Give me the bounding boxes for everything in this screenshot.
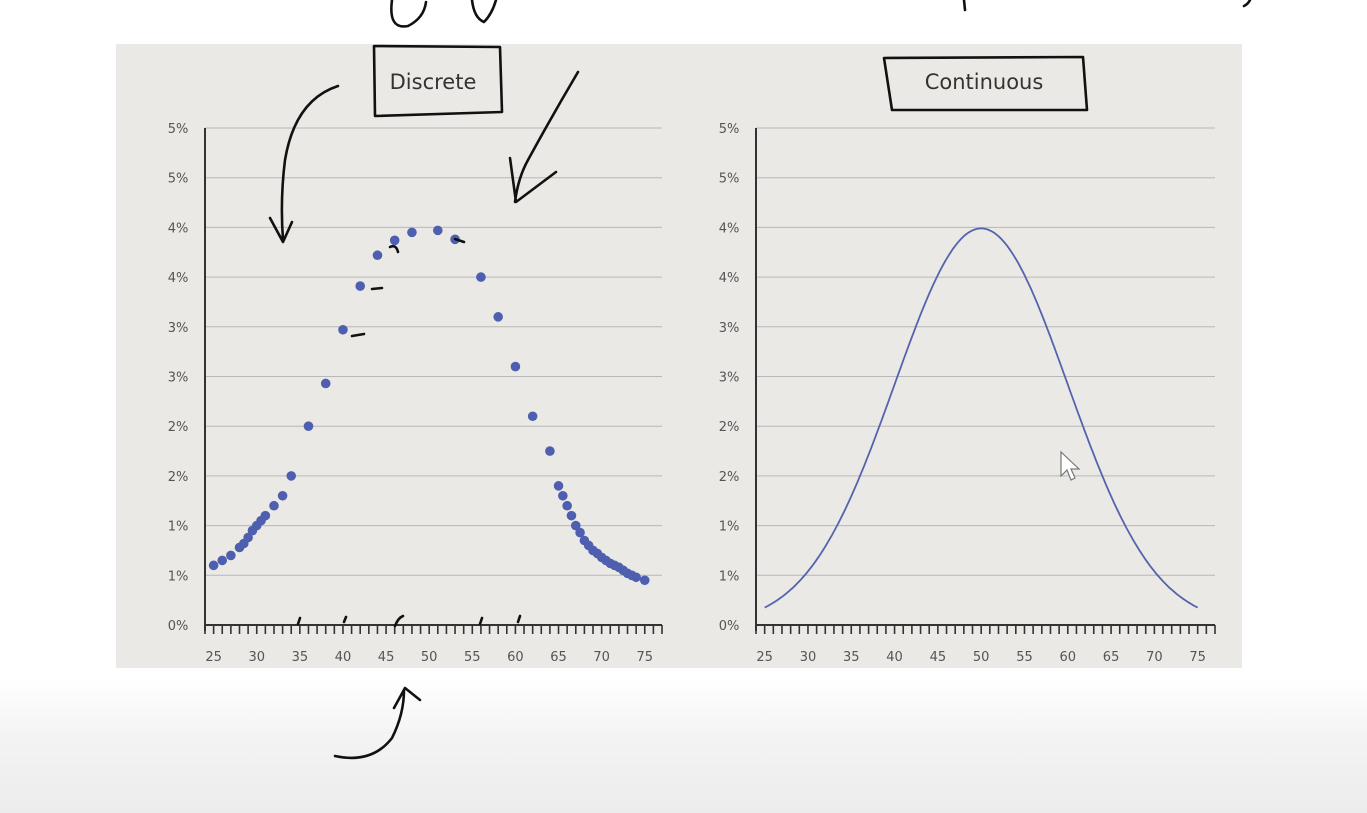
x-tick-label: 40 xyxy=(886,650,903,665)
discrete-title: Discrete xyxy=(390,70,477,94)
y-tick-label: 4% xyxy=(719,221,740,236)
ink-dots-points xyxy=(350,237,466,338)
discrete-title-box: Discrete xyxy=(372,44,504,118)
y-tick-label: 1% xyxy=(168,569,189,584)
x-tick-label: 50 xyxy=(421,650,438,665)
y-tick-label: 5% xyxy=(719,172,740,187)
data-point xyxy=(545,446,555,456)
data-point xyxy=(338,324,348,335)
y-tick-label: 5% xyxy=(168,172,189,187)
data-point xyxy=(433,225,443,236)
data-point xyxy=(208,560,219,571)
x-tick-label: 75 xyxy=(636,650,653,665)
ink-arrow-bottom xyxy=(333,686,422,760)
y-tick-label: 2% xyxy=(168,470,189,485)
data-point xyxy=(372,250,383,261)
y-tick-label: 1% xyxy=(168,520,189,535)
continuous-chart: 0% 1% 1% 2% 2% 3% 3% 4% 4% 5% 5% 25 30 35 40 45 50 55 60 65… xyxy=(719,122,1216,665)
data-point xyxy=(562,500,572,511)
y-tick-label: 3% xyxy=(168,371,189,386)
ink-arrow-top-left xyxy=(390,0,428,28)
x-tick-label: 60 xyxy=(507,650,524,665)
x-tick-label: 65 xyxy=(550,650,567,665)
x-tick-label: 70 xyxy=(1146,650,1163,665)
data-point xyxy=(320,378,331,389)
y-tick-label: 1% xyxy=(719,520,740,535)
x-tick-label: 50 xyxy=(973,650,990,665)
data-point xyxy=(389,235,400,246)
data-point xyxy=(639,575,650,586)
x-tick-label: 45 xyxy=(930,650,947,665)
data-point xyxy=(575,527,585,538)
data-point xyxy=(631,572,641,583)
data-point xyxy=(493,312,503,322)
data-point xyxy=(566,510,577,521)
ink-arrow-right xyxy=(508,70,580,204)
x-tick-label: 75 xyxy=(1189,650,1206,665)
x-tick-label: 35 xyxy=(843,650,860,665)
data-point xyxy=(558,490,568,501)
data-point xyxy=(277,490,288,501)
y-tick-label: 5% xyxy=(719,122,740,137)
x-tick-label: 45 xyxy=(378,650,395,665)
data-point xyxy=(303,421,314,432)
data-point xyxy=(243,532,253,543)
data-point xyxy=(217,555,228,566)
series-line xyxy=(764,227,1199,609)
ink-dots-bottom xyxy=(296,614,522,628)
x-tick-label: 25 xyxy=(205,650,222,665)
data-point xyxy=(510,361,521,372)
x-tick-label: 60 xyxy=(1060,650,1077,665)
data-point xyxy=(355,281,366,291)
x-tick-label: 30 xyxy=(800,650,817,665)
x-tick-label: 65 xyxy=(1103,650,1120,665)
y-tick-label: 4% xyxy=(719,271,740,286)
data-point xyxy=(407,227,417,238)
y-tick-label: 4% xyxy=(168,271,189,286)
chart-panel xyxy=(116,44,1242,668)
y-tick-label: 3% xyxy=(168,321,189,336)
ink-arrow-top-mid xyxy=(470,0,498,24)
x-tick-label: 25 xyxy=(756,650,773,665)
data-point xyxy=(269,500,279,511)
x-tick-label: 70 xyxy=(593,650,610,665)
y-tick-label: 4% xyxy=(168,221,189,236)
x-tick-label: 35 xyxy=(292,650,309,665)
data-point xyxy=(553,481,564,491)
data-point xyxy=(570,520,581,531)
x-tick-label: 55 xyxy=(1016,650,1033,665)
x-tick-label: 30 xyxy=(248,650,265,665)
data-point xyxy=(286,471,297,481)
x-tick-label: 40 xyxy=(335,650,352,665)
data-point xyxy=(260,510,271,521)
y-tick-label: 5% xyxy=(168,122,189,137)
y-tick-label: 1% xyxy=(719,569,740,584)
continuous-title-box: Continuous xyxy=(882,55,1089,112)
y-tick-label: 2% xyxy=(719,420,740,435)
y-tick-label: 3% xyxy=(719,371,740,386)
y-tick-label: 0% xyxy=(168,619,189,634)
y-tick-label: 3% xyxy=(719,321,740,336)
continuous-title: Continuous xyxy=(925,70,1044,94)
mouse-cursor-icon xyxy=(1060,450,1081,481)
data-point xyxy=(476,272,486,282)
y-tick-label: 0% xyxy=(719,619,740,634)
discrete-chart: 0% 1% 1% 2% 2% 3% 3% 4% 4% 5% 5% 25 30 35 40 45 50 55 60 65… xyxy=(168,122,663,665)
ink-annotations xyxy=(268,0,1252,760)
data-point xyxy=(527,411,538,422)
ink-arrow-left xyxy=(268,84,340,244)
data-point xyxy=(226,550,236,561)
y-tick-label: 2% xyxy=(168,420,189,435)
x-tick-label: 55 xyxy=(464,650,481,665)
ink-mark-top-right xyxy=(962,0,967,12)
ink-mark-top-far-right xyxy=(1242,0,1252,8)
y-tick-label: 2% xyxy=(719,470,740,485)
